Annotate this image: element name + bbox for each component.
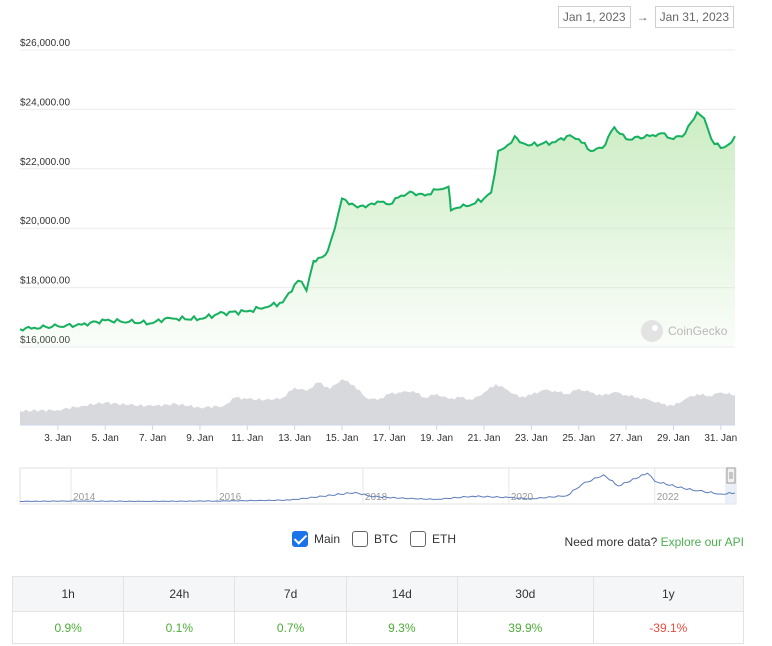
navigator-selected-range[interactable] [725,468,736,504]
value-14d: 9.3% [345,611,458,644]
date-range-picker: Jan 1, 2023 → Jan 31, 2023 [557,6,734,28]
x-tick-label: 21. Jan [468,433,501,444]
y-tick-label: $26,000.00 [20,38,70,49]
legend-label-eth: ETH [432,532,457,546]
x-tick-label: 11. Jan [231,433,263,444]
legend-label-btc: BTC [374,532,399,546]
x-tick-label: 9. Jan [186,433,213,444]
navigator-year-label: 2014 [73,492,96,503]
x-tick-label: 25. Jan [562,433,595,444]
end-date-input[interactable]: Jan 31, 2023 [654,6,734,28]
header-24h: 24h [123,576,236,612]
price-line [19,110,736,332]
x-tick-label: 15. Jan [326,433,359,444]
value-7d: 0.7% [234,611,347,644]
checkbox-main[interactable] [292,531,308,547]
value-1y: -39.1% [592,611,745,644]
navigator-line [19,472,736,503]
header-1y: 1y [592,576,745,612]
navigator-year-label: 2018 [365,492,388,503]
value-30d: 39.9% [456,611,594,644]
value-24h: 0.1% [123,611,236,644]
coingecko-watermark: CoinGecko [641,320,728,342]
legend-item-eth[interactable]: ETH [410,531,456,547]
x-tick-label: 29. Jan [657,433,690,444]
explore-api-link[interactable]: Explore our API [660,535,744,549]
navigator-handle[interactable] [726,467,736,484]
y-tick-label: $24,000.00 [20,97,70,108]
value-1h: 0.9% [11,611,125,644]
header-30d: 30d [456,576,594,612]
price-area [20,112,735,348]
x-tick-label: 13. Jan [278,433,311,444]
x-tick-label: 27. Jan [610,433,643,444]
y-tick-label: $20,000.00 [20,216,70,227]
navigator-frame[interactable] [19,467,737,505]
navigator-year-gridlines: 2014 2016 2018 2020 2022 [70,468,680,504]
header-1h: 1h [11,576,125,612]
navigator-year-label: 2016 [219,492,242,503]
legend-item-btc[interactable]: BTC [352,531,398,547]
series-legend: Main BTC ETH [292,531,456,547]
navigator-year-label: 2020 [511,492,534,503]
arrow-right-icon: → [636,10,649,24]
watermark-text: CoinGecko [668,324,728,338]
y-tick-label: $18,000.00 [20,276,70,287]
more-data-text: Need more data? [564,535,658,549]
start-date-input[interactable]: Jan 1, 2023 [557,6,631,28]
price-chart[interactable]: $26,000.00 $24,000.00 $22,000.00 $20,000.00… [0,30,772,510]
header-14d: 14d [345,576,458,612]
navigator-year-label: 2022 [657,492,680,503]
x-tick-label: 23. Jan [515,433,548,444]
x-tick-label: 5. Jan [92,433,119,444]
checkbox-btc[interactable] [352,531,369,547]
x-tick-label: 7. Jan [139,433,166,444]
header-7d: 7d [234,576,347,612]
performance-value-row: 0.9% 0.1% 0.7% 9.3% 39.9% -39.1% [11,611,745,644]
legend-label-main: Main [314,532,341,546]
x-tick-label: 31. Jan [704,433,737,444]
checkbox-eth[interactable] [410,531,427,547]
y-axis-labels: $26,000.00 $24,000.00 $22,000.00 $20,000.00… [20,38,70,346]
legend-item-main[interactable]: Main [292,531,340,547]
x-axis-labels: 3. Jan 5. Jan 7. Jan 9. Jan 11. Jan 13. Jan 15… [44,425,737,444]
x-tick-label: 3. Jan [44,433,71,444]
volume-area [20,379,735,425]
y-tick-label: $22,000.00 [20,157,70,168]
more-data-prompt: Need more data? Explore our API [565,535,744,549]
performance-header-row: 1h 24h 7d 14d 30d 1y [11,576,745,612]
x-tick-label: 19. Jan [420,433,453,444]
x-tick-label: 17. Jan [373,433,406,444]
performance-table: 1h 24h 7d 14d 30d 1y 0.9% 0.1% 0.7% 9.3%… [11,576,745,644]
